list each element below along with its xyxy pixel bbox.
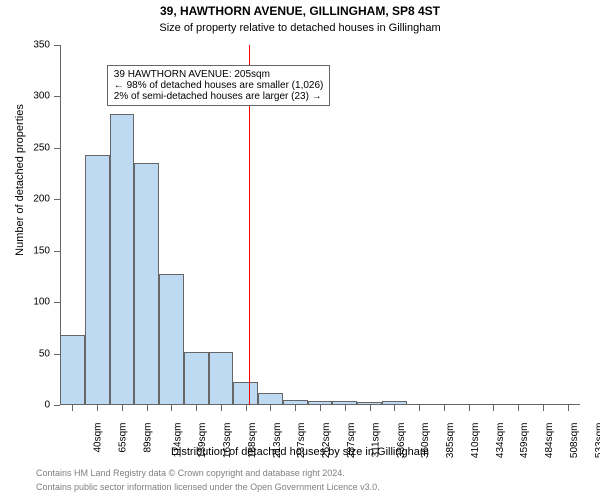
x-tick-label: 410sqm bbox=[470, 423, 481, 459]
x-axis-line bbox=[60, 404, 580, 405]
y-axis-line bbox=[60, 45, 61, 405]
annotation-box: 39 HAWTHORN AVENUE: 205sqm← 98% of detac… bbox=[107, 65, 331, 106]
x-tick-label: 459sqm bbox=[519, 423, 530, 459]
histogram-bar bbox=[110, 114, 135, 405]
chart-title: 39, HAWTHORN AVENUE, GILLINGHAM, SP8 4ST bbox=[0, 4, 600, 18]
y-tick-label: 0 bbox=[44, 400, 50, 411]
histogram-bar bbox=[60, 335, 85, 405]
x-tick-label: 360sqm bbox=[420, 423, 431, 459]
histogram-bar bbox=[159, 274, 184, 405]
x-tick-label: 237sqm bbox=[297, 423, 308, 459]
x-tick-label: 508sqm bbox=[569, 423, 580, 459]
x-tick-mark bbox=[246, 405, 247, 411]
x-tick-mark bbox=[394, 405, 395, 411]
x-tick-mark bbox=[543, 405, 544, 411]
y-tick-label: 200 bbox=[33, 194, 50, 205]
chart-container: { "chart": { "type": "histogram", "title… bbox=[0, 0, 600, 500]
y-tick-label: 100 bbox=[33, 297, 50, 308]
x-tick-mark bbox=[518, 405, 519, 411]
histogram-bar bbox=[209, 352, 234, 405]
x-tick-mark bbox=[221, 405, 222, 411]
x-tick-label: 89sqm bbox=[142, 423, 153, 453]
footer-line-1: Contains HM Land Registry data © Crown c… bbox=[36, 468, 345, 478]
x-tick-label: 188sqm bbox=[247, 423, 258, 459]
plot-area: 050100150200250300350 40sqm65sqm89sqm114… bbox=[60, 45, 580, 405]
x-tick-mark bbox=[469, 405, 470, 411]
y-tick-label: 350 bbox=[33, 40, 50, 51]
annotation-line: 2% of semi-detached houses are larger (2… bbox=[114, 91, 324, 102]
x-tick-label: 311sqm bbox=[370, 423, 381, 458]
x-tick-mark bbox=[270, 405, 271, 411]
footer-line-2: Contains public sector information licen… bbox=[36, 482, 380, 492]
x-tick-mark bbox=[295, 405, 296, 411]
x-tick-label: 287sqm bbox=[346, 423, 357, 459]
x-tick-mark bbox=[196, 405, 197, 411]
x-tick-label: 40sqm bbox=[93, 423, 104, 453]
x-tick-mark bbox=[147, 405, 148, 411]
x-tick-label: 434sqm bbox=[495, 423, 506, 459]
histogram-bar bbox=[184, 352, 209, 405]
chart-subtitle: Size of property relative to detached ho… bbox=[0, 22, 600, 34]
x-tick-mark bbox=[419, 405, 420, 411]
x-tick-label: 163sqm bbox=[222, 423, 233, 459]
x-tick-label: 139sqm bbox=[198, 423, 209, 459]
x-tick-mark bbox=[444, 405, 445, 411]
y-axis-label: Number of detached properties bbox=[14, 30, 26, 330]
x-tick-mark bbox=[72, 405, 73, 411]
x-tick-label: 262sqm bbox=[321, 423, 332, 459]
x-tick-mark bbox=[97, 405, 98, 411]
x-tick-mark bbox=[370, 405, 371, 411]
annotation-line: ← 98% of detached houses are smaller (1,… bbox=[114, 80, 324, 91]
y-tick-mark bbox=[54, 405, 60, 406]
x-tick-label: 484sqm bbox=[544, 423, 555, 459]
x-tick-label: 65sqm bbox=[118, 423, 129, 453]
x-tick-label: 533sqm bbox=[594, 423, 600, 459]
x-tick-mark bbox=[320, 405, 321, 411]
y-tick-label: 50 bbox=[39, 348, 50, 359]
x-tick-label: 385sqm bbox=[445, 423, 456, 459]
x-tick-label: 213sqm bbox=[272, 423, 283, 459]
histogram-bar bbox=[233, 382, 258, 405]
x-tick-mark bbox=[122, 405, 123, 411]
annotation-line: 39 HAWTHORN AVENUE: 205sqm bbox=[114, 69, 324, 80]
y-tick-label: 300 bbox=[33, 91, 50, 102]
x-tick-label: 114sqm bbox=[172, 423, 183, 458]
x-tick-label: 336sqm bbox=[396, 423, 407, 459]
histogram-bar bbox=[85, 155, 110, 405]
x-tick-mark bbox=[171, 405, 172, 411]
y-tick-label: 150 bbox=[33, 245, 50, 256]
x-tick-mark bbox=[568, 405, 569, 411]
y-tick-label: 250 bbox=[33, 142, 50, 153]
histogram-bar bbox=[134, 163, 159, 405]
x-tick-mark bbox=[493, 405, 494, 411]
x-tick-mark bbox=[345, 405, 346, 411]
